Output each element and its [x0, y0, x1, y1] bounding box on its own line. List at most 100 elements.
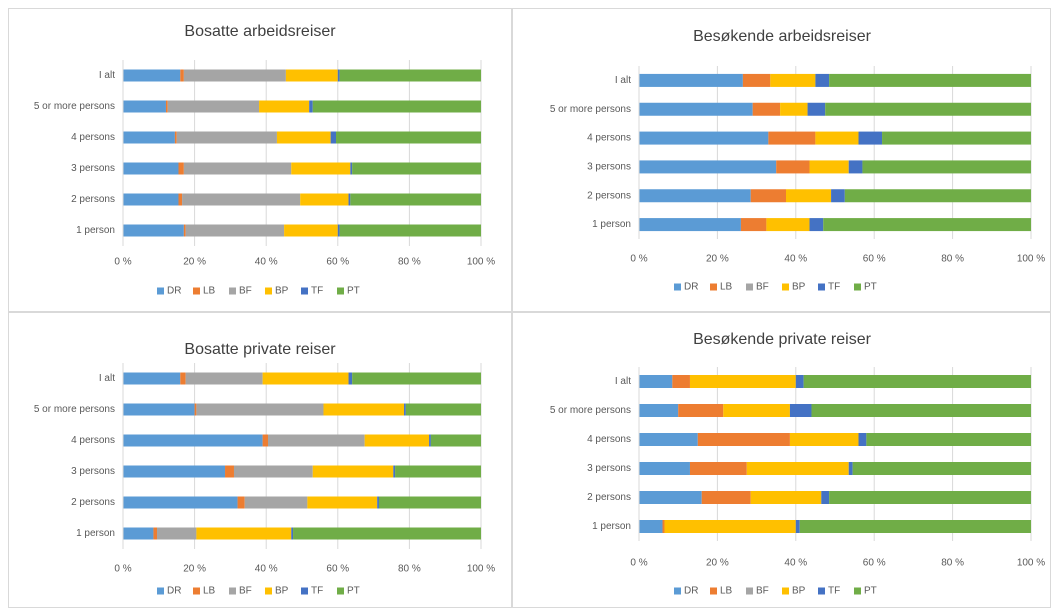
legend-label: LB: [720, 282, 733, 293]
bar-segment: [639, 433, 698, 446]
bar-segment: [183, 162, 292, 175]
bar-segment: [123, 162, 179, 175]
x-tick-label: 0 %: [114, 564, 131, 575]
legend-swatch: [818, 283, 825, 291]
bar-segment: [174, 131, 177, 144]
bar-segment: [123, 100, 166, 113]
legend-label: DR: [167, 586, 181, 597]
bar-segment: [185, 224, 285, 237]
bar-segment: [807, 102, 826, 116]
bar-segment: [182, 193, 301, 206]
y-tick-label: 3 persons: [587, 463, 631, 474]
bar-segment: [123, 527, 154, 540]
legend-label: PT: [864, 586, 877, 597]
x-tick-label: 20 %: [183, 257, 206, 268]
x-tick-label: 100 %: [467, 564, 495, 575]
x-tick-label: 40 %: [784, 254, 807, 265]
legend-swatch: [193, 287, 200, 295]
legend-swatch: [854, 283, 861, 291]
legend-swatch: [157, 587, 164, 595]
bar-segment: [809, 160, 849, 174]
bar-segment: [858, 131, 883, 145]
bar-segment: [639, 73, 743, 87]
bar-segment: [285, 69, 338, 82]
legend-label: LB: [203, 286, 216, 297]
bar-segment: [811, 404, 1031, 417]
bar-segment: [291, 162, 351, 175]
bar-segment: [180, 372, 186, 385]
legend-label: PT: [864, 282, 877, 293]
legend-label: TF: [311, 586, 323, 597]
bar-segment: [165, 100, 168, 113]
bar-segment: [742, 73, 771, 87]
legend-swatch: [782, 283, 789, 291]
legend-swatch: [157, 287, 164, 295]
bar-segment: [196, 403, 324, 416]
bar-segment: [157, 527, 197, 540]
x-tick-label: 80 %: [398, 564, 421, 575]
legend-swatch: [782, 587, 789, 595]
bar-segment: [882, 131, 1031, 145]
y-tick-label: 1 person: [76, 528, 115, 539]
x-tick-label: 0 %: [630, 254, 647, 265]
y-tick-label: 4 persons: [587, 133, 631, 144]
bar-segment: [183, 224, 186, 237]
bar-segment: [348, 193, 351, 206]
bar-segment: [664, 520, 796, 533]
bar-segment: [350, 193, 481, 206]
bar-segment: [848, 462, 853, 475]
bar-segment: [639, 462, 690, 475]
y-tick-label: 2 persons: [587, 492, 631, 503]
y-tick-label: 2 persons: [587, 190, 631, 201]
bar-segment: [405, 403, 481, 416]
bar-segment: [180, 69, 184, 82]
x-tick-label: 100 %: [1017, 558, 1045, 569]
legend-swatch: [301, 587, 308, 595]
bar-segment: [167, 100, 260, 113]
bar-segment: [393, 465, 396, 478]
legend-label: DR: [167, 286, 181, 297]
bar-segment: [831, 189, 845, 203]
bar-segment: [300, 193, 349, 206]
bar-segment: [848, 160, 863, 174]
legend-label: LB: [720, 586, 733, 597]
x-tick-label: 40 %: [255, 564, 278, 575]
bar-segment: [267, 434, 365, 447]
bar-segment: [825, 102, 1031, 116]
bar-segment: [233, 465, 313, 478]
bar-segment: [336, 131, 481, 144]
bar-segment: [829, 491, 1031, 504]
bar-segment: [339, 69, 481, 82]
x-tick-label: 20 %: [183, 564, 206, 575]
legend-label: BP: [275, 286, 289, 297]
x-tick-label: 100 %: [467, 257, 495, 268]
bar-segment: [377, 496, 379, 509]
x-tick-label: 60 %: [863, 254, 886, 265]
panel: [512, 8, 1051, 312]
legend-swatch: [746, 283, 753, 291]
bar-segment: [293, 527, 481, 540]
bar-segment: [789, 404, 812, 417]
bar-segment: [829, 73, 1031, 87]
legend-label: BP: [275, 586, 289, 597]
chart-title: Bosatte private reiser: [184, 341, 336, 358]
bar-segment: [639, 160, 777, 174]
legend-label: BP: [792, 282, 806, 293]
bar-segment: [789, 433, 859, 446]
bar-segment: [123, 434, 263, 447]
panel: [8, 8, 512, 312]
bar-segment: [307, 496, 378, 509]
bar-segment: [196, 527, 292, 540]
bar-segment: [776, 160, 810, 174]
bar-segment: [123, 465, 226, 478]
bar-segment: [858, 433, 867, 446]
bar-segment: [866, 433, 1031, 446]
x-tick-label: 20 %: [706, 254, 729, 265]
bar-segment: [639, 218, 741, 232]
bar-segment: [815, 131, 859, 145]
bar-segment: [291, 527, 294, 540]
bar-segment: [284, 224, 338, 237]
bar-segment: [123, 224, 184, 237]
panel: [8, 312, 512, 608]
bar-segment: [821, 491, 830, 504]
